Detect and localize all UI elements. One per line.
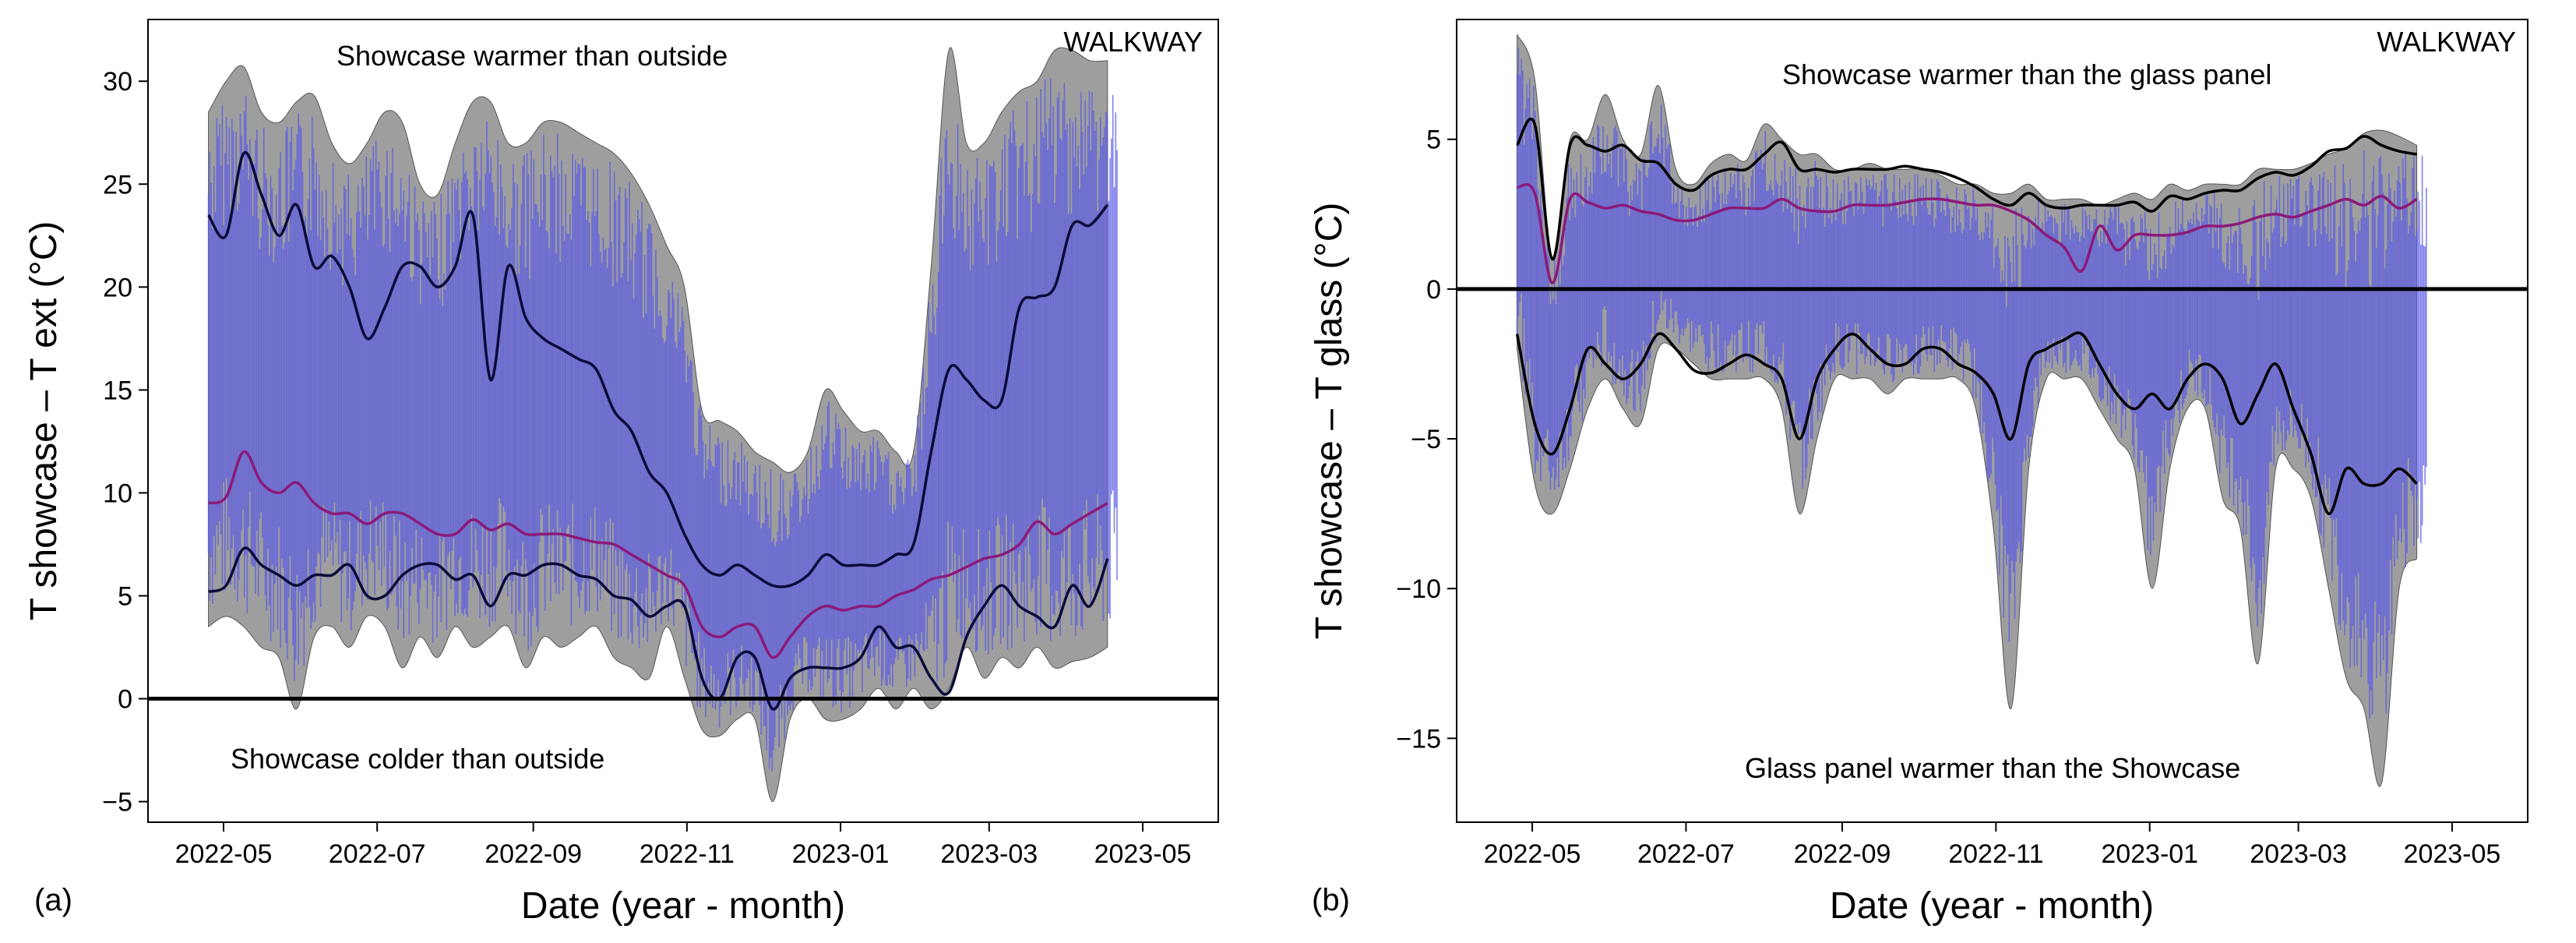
panel-b-y-ticks: −15 −10 −5 0 5 bbox=[1396, 125, 1457, 754]
panel-b-annotation-warmer: Showcase warmer than the glass panel bbox=[1782, 58, 2271, 90]
panel-a-x-tick-label: 2023-03 bbox=[940, 839, 1038, 869]
panel-a-y-axis-label: T showcase – T ext (°C) bbox=[23, 221, 65, 621]
panel-b: 2022-05 2022-07 2022-09 2022-11 2023-01 2023-… bbox=[1309, 19, 2528, 927]
panel-b-y-tick-label: −10 bbox=[1396, 574, 1441, 604]
panel-a-mean-smooth-line bbox=[208, 450, 1108, 659]
panel-b-x-tick-label: 2022-11 bbox=[1948, 839, 2043, 869]
panel-a-raw-data bbox=[207, 78, 1118, 772]
panel-b-annotation-colder: Glass panel warmer than the Showcase bbox=[1745, 752, 2240, 784]
panel-a-y-tick-label: 0 bbox=[118, 685, 132, 715]
panel-b-x-tick-label: 2022-05 bbox=[1484, 839, 1581, 869]
panel-a-x-tick-label: 2023-01 bbox=[792, 839, 890, 869]
panel-b-x-ticks: 2022-05 2022-07 2022-09 2022-11 2023-01 2023-… bbox=[1484, 822, 2501, 869]
panel-a-annotation-warmer: Showcase warmer than outside bbox=[337, 40, 728, 72]
panel-b-y-tick-label: −5 bbox=[1411, 425, 1441, 454]
panel-a-letter: (a) bbox=[34, 883, 72, 917]
panel-a-corner-label: WALKWAY bbox=[1063, 26, 1203, 58]
panel-b-frame bbox=[1456, 19, 2528, 823]
panel-b-x-tick-label: 2023-05 bbox=[2404, 839, 2501, 869]
panel-b-upper-smooth-line bbox=[1516, 117, 2417, 261]
panel-b-y-axis-label: T showcase – T glass (°C) bbox=[1309, 203, 1350, 640]
panel-a-y-tick-label: 20 bbox=[103, 273, 132, 302]
panel-a-y-tick-label: 5 bbox=[118, 581, 132, 611]
panel-a-x-tick-label: 2022-11 bbox=[640, 839, 735, 869]
panel-b-y-tick-label: 0 bbox=[1426, 275, 1441, 305]
panel-a-y-ticks: −5 0 5 10 15 20 25 30 bbox=[102, 67, 148, 818]
panel-b-x-axis-label: Date (year - month) bbox=[1830, 885, 2154, 927]
panel-b-lower-smooth-line bbox=[1515, 331, 2418, 515]
panel-a-upper-smooth-line bbox=[207, 150, 1109, 588]
panel-a-y-tick-label: 30 bbox=[103, 67, 132, 97]
panel-a-x-tick-label: 2022-09 bbox=[485, 839, 582, 869]
panel-a-y-tick-label: −5 bbox=[102, 788, 132, 818]
panel-b-x-tick-label: 2022-09 bbox=[1794, 839, 1891, 869]
panel-a-x-tick-label: 2022-07 bbox=[329, 839, 426, 869]
panel-a-x-tick-label: 2023-05 bbox=[1094, 839, 1192, 869]
panel-a-y-tick-label: 25 bbox=[103, 170, 132, 200]
panel-a-y-tick-label: 10 bbox=[103, 479, 132, 508]
panel-a: 2022-05 2022-07 2022-09 2022-11 2023-01 2023-… bbox=[23, 19, 1219, 927]
panel-a-x-tick-label: 2022-05 bbox=[175, 839, 273, 869]
panel-a-frame bbox=[147, 19, 1219, 823]
panel-a-x-axis-label: Date (year - month) bbox=[521, 885, 845, 927]
panel-b-x-tick-label: 2022-07 bbox=[1637, 839, 1735, 869]
panel-b-corner-label: WALKWAY bbox=[2377, 26, 2516, 58]
panel-a-x-ticks: 2022-05 2022-07 2022-09 2022-11 2023-01 2023-… bbox=[175, 822, 1192, 869]
panel-a-annotation-colder: Showcase colder than outside bbox=[231, 743, 604, 775]
panel-b-y-tick-label: 5 bbox=[1426, 125, 1441, 155]
panel-b-letter: (b) bbox=[1312, 883, 1350, 917]
panel-b-x-tick-label: 2023-01 bbox=[2101, 839, 2198, 869]
panel-a-y-tick-label: 15 bbox=[103, 376, 132, 405]
panel-b-y-tick-label: −15 bbox=[1396, 724, 1441, 754]
panel-a-lower-smooth-line bbox=[208, 546, 1109, 711]
panel-b-x-tick-label: 2023-03 bbox=[2250, 839, 2347, 869]
panel-b-mean-smooth-line bbox=[1517, 183, 2418, 284]
